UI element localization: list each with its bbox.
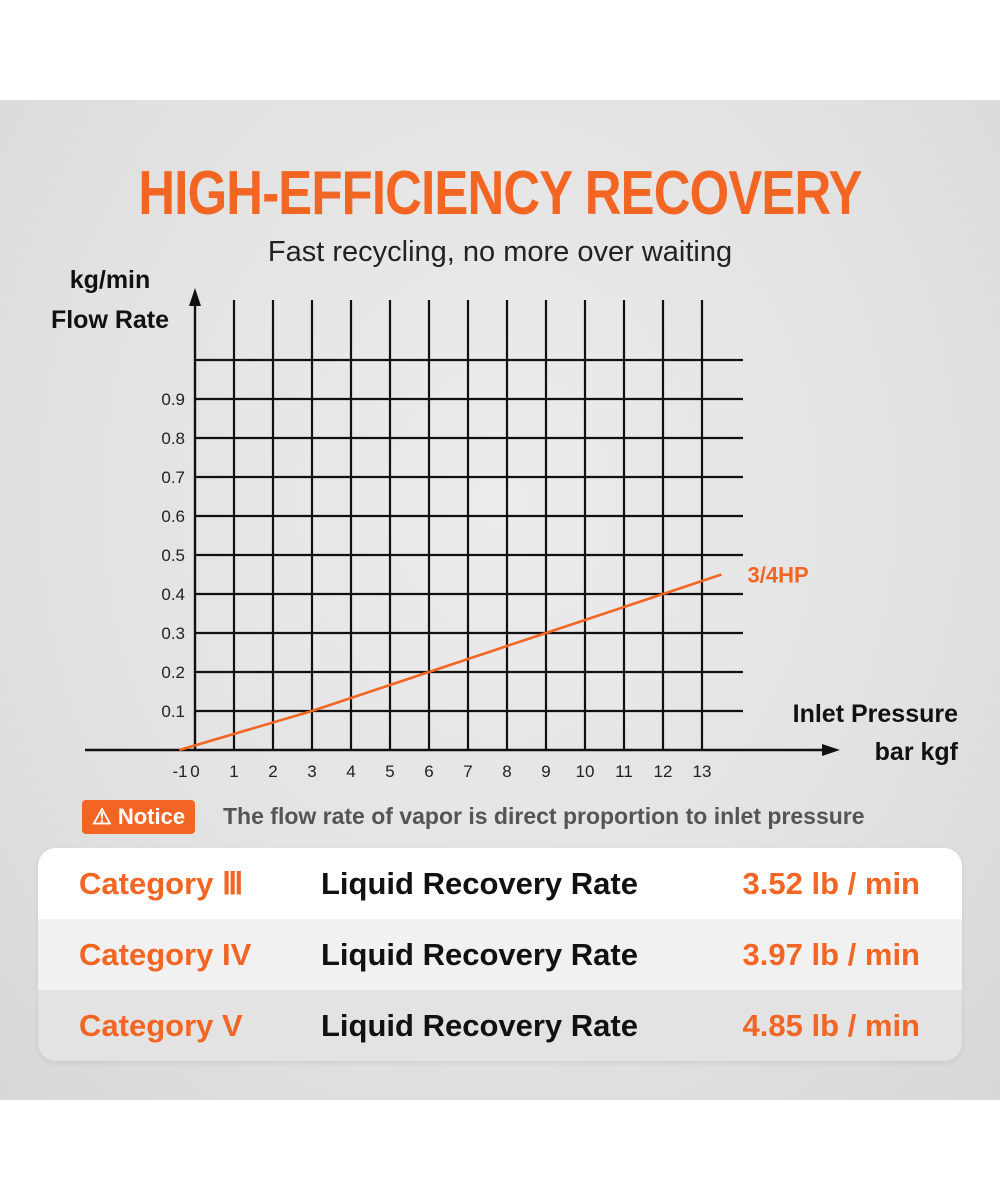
- subtitle: Fast recycling, no more over waiting: [267, 236, 733, 268]
- x-tick-label: 9: [541, 762, 550, 781]
- y-tick-label: 0.6: [161, 507, 185, 526]
- x-tick-label: -1: [172, 762, 187, 781]
- y-tick-label: 0.4: [161, 585, 185, 604]
- category: Category Ⅲ: [79, 865, 244, 901]
- metric: Liquid Recovery Rate: [321, 1007, 638, 1043]
- x-tick-label: 13: [693, 762, 712, 781]
- metric: Liquid Recovery Rate: [321, 936, 638, 972]
- table-row: Category V Liquid Recovery Rate 4.85 lb / …: [38, 990, 962, 1061]
- category: Category IV: [79, 936, 252, 972]
- x-tick-label: 0: [190, 762, 199, 781]
- x-tick-label: 10: [576, 762, 595, 781]
- table-row: Category Ⅲ Liquid Recovery Rate 3.52 lb / …: [38, 848, 962, 919]
- x-axis-label: Inlet Pressure: [792, 700, 958, 728]
- y-axis-arrow: [189, 288, 201, 306]
- table-row: Category IV Liquid Recovery Rate 3.97 lb /…: [38, 919, 962, 990]
- y-tick-label: 0.1: [161, 702, 185, 721]
- category: Category V: [79, 1007, 243, 1043]
- y-tick-label: 0.5: [161, 546, 185, 565]
- y-tick-label: 0.3: [161, 624, 185, 643]
- x-axis-unit: bar kgf: [874, 738, 958, 766]
- x-tick-label: 6: [424, 762, 433, 781]
- x-tick-label: 4: [346, 762, 355, 781]
- y-tick-label: 0.2: [161, 663, 185, 682]
- headline: HIGH-EFFICIENCY RECOVERY: [138, 159, 862, 228]
- x-tick-label: 12: [654, 762, 673, 781]
- x-axis-arrow: [822, 744, 840, 756]
- y-tick-label: 0.8: [161, 429, 185, 448]
- x-tick-label: 7: [463, 762, 472, 781]
- y-tick-label: 0.7: [161, 468, 185, 487]
- y-tick-label: 0.9: [161, 390, 185, 409]
- x-tick-label: 5: [385, 762, 394, 781]
- rate-value: 4.85 lb / min: [742, 1007, 920, 1043]
- x-tick-label: 8: [502, 762, 511, 781]
- notice-badge: ⚠ Notice: [82, 800, 196, 834]
- series-line: [179, 573, 722, 752]
- x-tick-label: 1: [229, 762, 238, 781]
- x-tick-label: 11: [615, 762, 633, 781]
- notice-text: The flow rate of vapor is direct proport…: [223, 803, 865, 829]
- x-tick-label: 3: [307, 762, 316, 781]
- rate-value: 3.97 lb / min: [742, 936, 920, 972]
- y-axis-label: Flow Rate: [50, 306, 170, 334]
- rate-value: 3.52 lb / min: [742, 865, 920, 901]
- y-axis-unit: kg/min: [69, 266, 151, 294]
- metric: Liquid Recovery Rate: [321, 865, 638, 901]
- series-label: 3/4HP: [748, 563, 809, 588]
- recovery-rate-table: Category Ⅲ Liquid Recovery Rate 3.52 lb / …: [38, 848, 962, 1061]
- x-tick-label: 2: [268, 762, 277, 781]
